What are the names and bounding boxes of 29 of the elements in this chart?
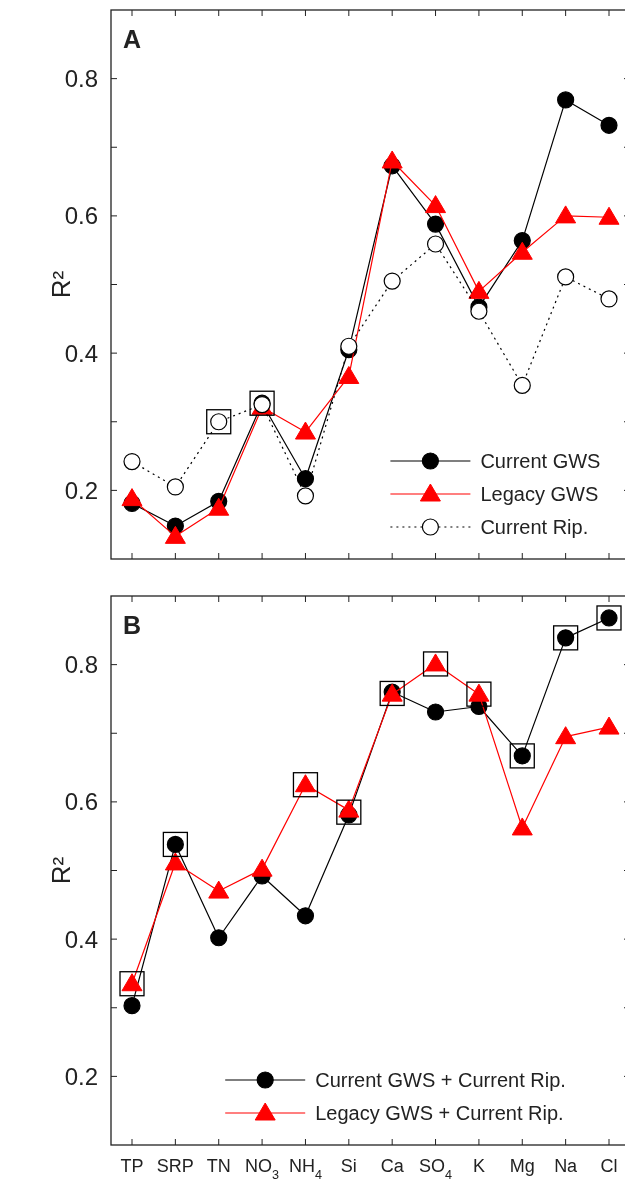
y-tick-label: 0.2 — [64, 1062, 98, 1090]
legend-label: Legacy GWS + Current Rip. — [315, 1102, 564, 1124]
y-tick-label: 0.2 — [64, 476, 98, 504]
y-tick-label: 0.8 — [64, 651, 98, 679]
y-axis-title: R² — [46, 856, 76, 885]
x-tick-label: TP — [120, 1156, 144, 1176]
y-tick-label: 0.6 — [64, 788, 98, 816]
y-axis-title: R² — [46, 270, 76, 299]
legend-label: Current Rip. — [480, 516, 589, 538]
y-tick-label: 0.6 — [64, 202, 98, 230]
y-tick-label: 0.8 — [64, 65, 98, 93]
x-tick-label: TN — [206, 1156, 231, 1176]
x-tick-label: Cl — [600, 1156, 618, 1176]
legend-label: Current GWS — [480, 450, 601, 472]
x-tick-label: SO$_{4}$ — [419, 1156, 453, 1182]
y-tick-label: 0.4 — [64, 925, 98, 953]
text: A — [123, 25, 142, 53]
x-tick-label: NH$_{4}$ — [288, 1156, 322, 1182]
x-tick-label: K — [472, 1156, 485, 1176]
legend-label: Legacy GWS — [480, 483, 599, 505]
x-tick-label: Mg — [509, 1156, 535, 1176]
y-tick-label: 0.4 — [64, 339, 98, 367]
legend-label: Current GWS + Current Rip. — [315, 1069, 566, 1091]
x-tick-label: Ca — [380, 1156, 405, 1176]
x-tick-label: Si — [340, 1156, 357, 1176]
x-tick-label: SRP — [156, 1156, 194, 1176]
text: B — [123, 611, 142, 639]
x-tick-label: Na — [554, 1156, 579, 1176]
x-tick-label: NO$_{3}$ — [245, 1156, 280, 1182]
